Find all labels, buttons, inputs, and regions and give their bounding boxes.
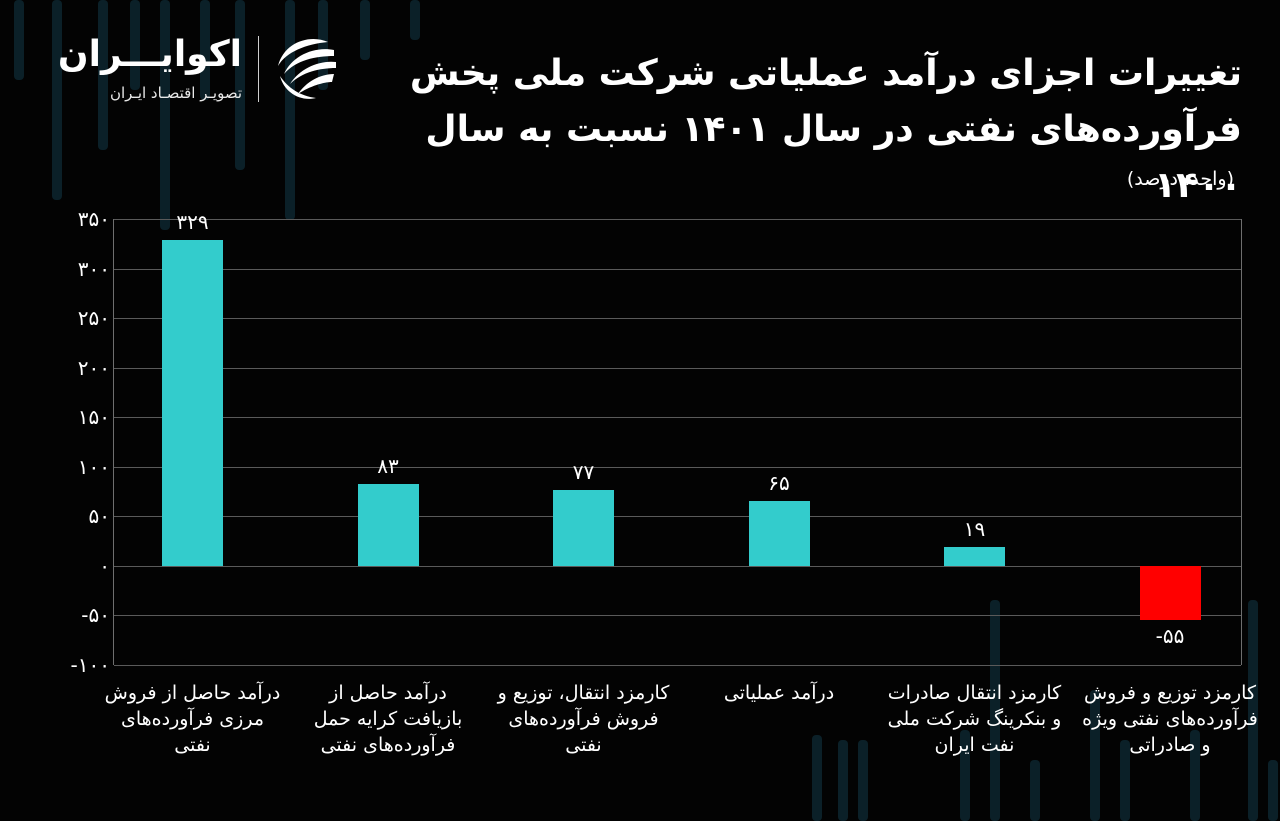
y-tick-label: -۵۰ bbox=[81, 603, 110, 628]
y-tick-label: ۲۵۰ bbox=[77, 306, 110, 331]
brand-tagline: تصویـر اقتصـاد ایـران bbox=[109, 84, 242, 102]
chart-unit: (واحد: درصد) bbox=[1126, 168, 1234, 190]
bar bbox=[553, 489, 614, 566]
chart-title: تغییرات اجزای درآمد عملیاتی شرکت ملی پخش… bbox=[362, 46, 1242, 214]
x-category-label: درآمد عملیاتی bbox=[723, 682, 835, 704]
data-label: ۶۵ bbox=[768, 471, 790, 496]
y-tick-label: ۰ bbox=[99, 553, 110, 578]
bar bbox=[944, 547, 1005, 566]
bar bbox=[357, 483, 419, 566]
bar bbox=[748, 501, 810, 566]
gridline bbox=[114, 367, 1241, 369]
brand-mark-icon bbox=[278, 39, 336, 99]
data-label: -۵۵ bbox=[1155, 624, 1185, 649]
gridline bbox=[114, 516, 1241, 518]
y-tick-label: -۱۰۰ bbox=[70, 653, 110, 677]
gridline bbox=[114, 268, 1241, 270]
brand-logo: اکوایـــران تصویـر اقتصـاد ایـران bbox=[40, 28, 336, 108]
gridline bbox=[114, 318, 1241, 320]
y-tick-label: ۲۰۰ bbox=[77, 355, 110, 380]
bar bbox=[1139, 565, 1201, 621]
plot-area bbox=[113, 219, 1242, 666]
x-category-label: درآمد حاصل از فروش مرزی فرآورده‌های نفتی bbox=[104, 682, 281, 756]
chart-title-line-1: تغییرات اجزای درآمد عملیاتی شرکت ملی پخش bbox=[409, 53, 1242, 94]
y-tick-label: ۵۰ bbox=[88, 504, 110, 529]
data-label: ۱۹ bbox=[963, 517, 986, 542]
x-category-label: کارمزد توزیع و فروش فرآورده‌های نفتی ویژ… bbox=[1082, 682, 1258, 756]
x-category-label: درآمد حاصل از بازیافت کرایه حمل فرآورده‌… bbox=[313, 682, 463, 756]
gridline bbox=[114, 615, 1241, 617]
data-label: ۷۷ bbox=[572, 459, 595, 484]
x-category-label: کارمزد انتقال، توزیع و فروش فرآورده‌های … bbox=[497, 682, 670, 756]
gridline bbox=[114, 417, 1241, 419]
bar bbox=[162, 239, 223, 566]
gridline bbox=[114, 565, 1241, 567]
y-tick-label: ۱۵۰ bbox=[77, 405, 110, 430]
y-tick-label: ۳۵۰ bbox=[77, 207, 110, 231]
data-label: ۸۳ bbox=[377, 453, 399, 478]
data-label: ۳۲۹ bbox=[176, 209, 209, 234]
gridline bbox=[114, 466, 1241, 468]
brand-name: اکوایـــران bbox=[57, 34, 242, 75]
gridline bbox=[114, 219, 1241, 220]
chart-title-line-2: فرآورده‌های نفتی در سال ۱۴۰۱ نسبت به سال… bbox=[425, 109, 1242, 206]
x-category-label: کارمزد انتقال صادرات و بنکرینگ شرکت ملی … bbox=[887, 682, 1062, 756]
logo-divider bbox=[258, 36, 259, 102]
gridline bbox=[114, 665, 1241, 666]
y-tick-label: ۱۰۰ bbox=[77, 454, 110, 479]
y-tick-label: ۳۰۰ bbox=[77, 256, 110, 281]
